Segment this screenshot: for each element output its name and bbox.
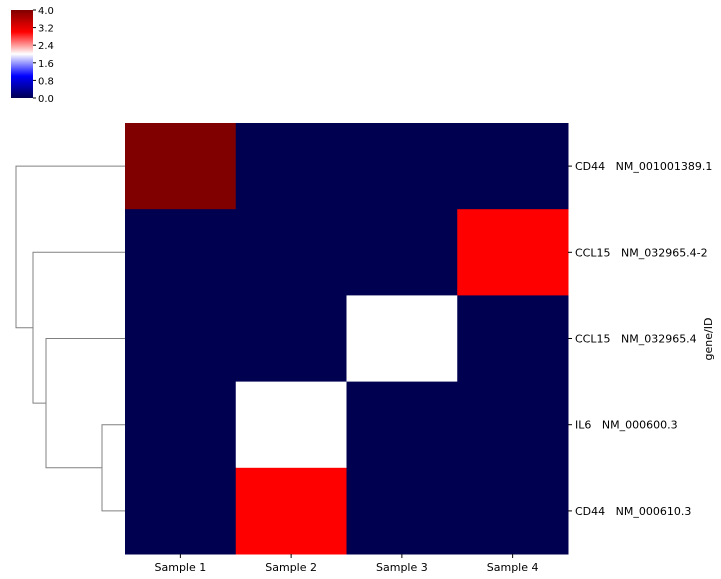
row-dendrogram [15, 165, 125, 512]
heatmap-cell [125, 209, 237, 296]
row-label: CD44 NM_001001389.1 [575, 160, 712, 173]
column-label: Sample 4 [487, 561, 539, 574]
heatmap-cell [235, 467, 347, 555]
heatmap-cell [346, 123, 458, 210]
colorbar-tick-label: 2.4 [38, 41, 54, 52]
row-label: IL6 NM_000600.3 [575, 419, 678, 432]
heatmap-cell [346, 209, 458, 296]
heatmap-cell [125, 381, 237, 469]
row-labels: CD44 NM_001001389.1 CCL15 NM_032965.4-2 CC… [568, 160, 712, 518]
dendrogram-link [45, 338, 125, 469]
heatmap-cell [346, 381, 458, 469]
heatmap-cell [346, 467, 458, 555]
colorbar-ticks: 0.0 0.8 1.6 2.4 3.2 4.0 [33, 6, 54, 105]
heatmap-cell [235, 381, 347, 469]
colorbar-tick-label: 0.8 [38, 76, 54, 87]
row-label: CCL15 NM_032965.4-2 [575, 246, 708, 259]
heatmap-cell [457, 381, 569, 469]
dendrogram-link [101, 424, 125, 512]
heatmap-cells [125, 123, 569, 555]
heatmap-cell [457, 295, 569, 383]
column-label: Sample 2 [265, 561, 317, 574]
heatmap-cell [125, 295, 237, 383]
colorbar-gradient [11, 10, 33, 98]
heatmap-cell [457, 209, 569, 296]
column-label: Sample 1 [155, 561, 207, 574]
column-label: Sample 3 [376, 561, 428, 574]
heatmap-cell [235, 295, 347, 383]
colorbar-tick-label: 4.0 [38, 6, 54, 17]
heatmap-cell [235, 123, 347, 210]
row-label: CD44 NM_000610.3 [575, 505, 691, 518]
heatmap-cell [346, 295, 458, 383]
dendrogram-link [32, 251, 125, 404]
colorbar-tick-label: 0.0 [38, 94, 54, 105]
dendrogram-link [15, 165, 125, 329]
colorbar: 0.0 0.8 1.6 2.4 3.2 4.0 [11, 6, 54, 105]
heatmap-cell [457, 467, 569, 555]
heatmap-cell [457, 123, 569, 210]
column-labels: Sample 1 Sample 2 Sample 3 Sample 4 [155, 554, 539, 574]
colorbar-tick-label: 1.6 [38, 59, 54, 70]
colorbar-tick-label: 3.2 [38, 24, 54, 35]
heatmap-cell [125, 467, 237, 555]
heatmap-cell [235, 209, 347, 296]
row-label: CCL15 NM_032965.4 [575, 333, 697, 346]
y-axis-label: gene/ID [702, 318, 715, 361]
heatmap-cell [125, 123, 237, 210]
